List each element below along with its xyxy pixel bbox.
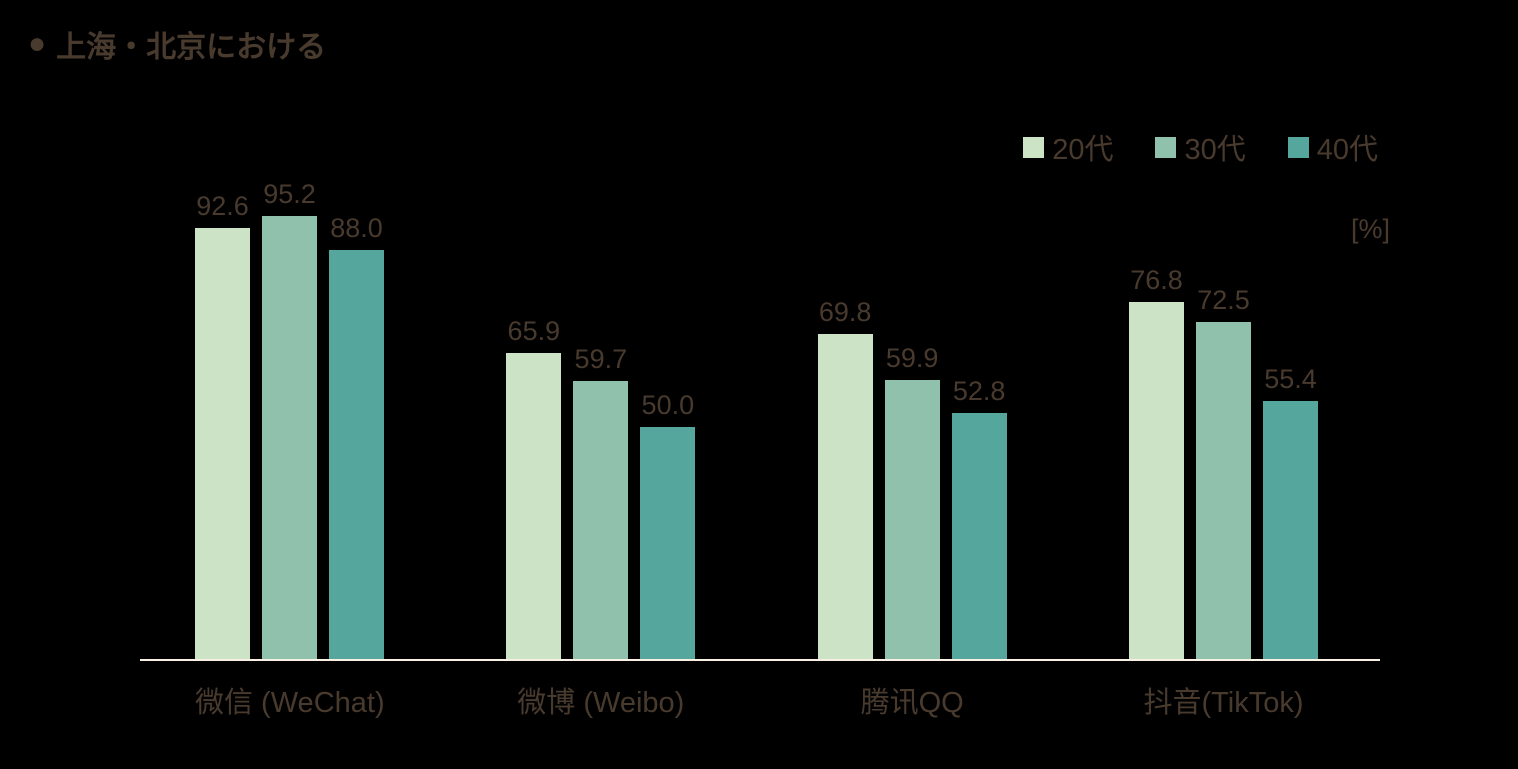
bar-wrap: 92.6 <box>195 191 250 659</box>
bar-value-label: 76.8 <box>1130 264 1183 295</box>
legend-label: 40代 <box>1316 134 1378 166</box>
bars-row: 92.6 95.2 88.0 65.9 59.7 50.0 69.8 59.9 52.8 76.8… <box>140 179 1380 659</box>
category-label: 抖音(TikTok) <box>1143 687 1304 719</box>
legend-swatch-icon <box>1287 136 1309 158</box>
bar <box>884 380 940 659</box>
bar-group: 92.6 95.2 88.0 <box>195 179 384 659</box>
bar <box>506 352 562 659</box>
legend-item: 40代 <box>1287 126 1378 168</box>
bar-value-label: 88.0 <box>330 212 383 243</box>
bar <box>329 249 384 659</box>
unit-label: [%] <box>1350 214 1390 244</box>
category-label: 微信 (WeChat) <box>195 687 385 719</box>
legend-item: 30代 <box>1155 126 1246 168</box>
chart-title: ● 上海・北京における <box>28 22 326 66</box>
bar-value-label: 92.6 <box>196 191 249 222</box>
bar-chart: 92.6 95.2 88.0 65.9 59.7 50.0 69.8 59.9 52.8 76.8… <box>140 179 1380 721</box>
category-row: 微信 (WeChat) 微博 (Weibo) 腾讯QQ 抖音(TikTok) <box>140 679 1380 721</box>
bar-wrap: 59.9 <box>884 194 940 659</box>
legend-label: 30代 <box>1184 134 1246 166</box>
legend-swatch-icon <box>1023 136 1045 158</box>
legend-swatch-icon <box>1155 136 1177 158</box>
bar <box>1128 301 1184 659</box>
bar-value-label: 65.9 <box>507 315 561 346</box>
bar-group: 65.9 59.7 50.0 <box>506 194 696 659</box>
title-bullet-icon: ● <box>28 27 47 60</box>
legend: 20代 30代 40代 <box>1023 126 1378 168</box>
bar-group: 69.8 59.9 52.8 <box>817 194 1007 659</box>
bar-wrap: 65.9 <box>506 194 562 659</box>
bar-group: 76.8 72.5 55.4 <box>1128 194 1318 659</box>
category-label: 微博 (Weibo) <box>517 687 685 719</box>
legend-item: 20代 <box>1023 126 1113 168</box>
category-label: 腾讯QQ <box>860 687 964 719</box>
bar-value-label: 59.9 <box>885 343 939 374</box>
bar <box>262 216 317 659</box>
bar-value-label: 69.8 <box>818 297 872 328</box>
bar-value-label: 52.8 <box>952 376 1006 407</box>
legend-label: 20代 <box>1052 134 1114 166</box>
bar <box>1262 401 1318 659</box>
bar-value-label: 72.5 <box>1197 284 1250 315</box>
chart-title-text: 上海・北京における <box>56 31 327 64</box>
bar-wrap: 95.2 <box>262 179 317 659</box>
bar-value-label: 59.7 <box>574 344 628 375</box>
bar <box>951 413 1007 659</box>
bar <box>1195 321 1251 659</box>
bar-wrap: 76.8 <box>1128 194 1184 659</box>
bar <box>195 228 250 659</box>
bar <box>817 334 873 659</box>
x-axis-line <box>140 659 1380 661</box>
bar-wrap: 59.7 <box>573 194 629 659</box>
bar <box>573 381 629 659</box>
bar-wrap: 52.8 <box>951 194 1007 659</box>
bar-wrap: 50.0 <box>640 194 696 659</box>
bar-wrap: 69.8 <box>817 194 873 659</box>
bar-value-label: 95.2 <box>263 179 316 210</box>
bar <box>640 426 696 659</box>
bar-value-label: 50.0 <box>641 389 695 420</box>
bar-wrap: 72.5 <box>1195 194 1251 659</box>
bar-wrap: 55.4 <box>1262 194 1318 659</box>
bar-value-label: 55.4 <box>1264 364 1317 395</box>
bar-wrap: 88.0 <box>329 194 384 659</box>
